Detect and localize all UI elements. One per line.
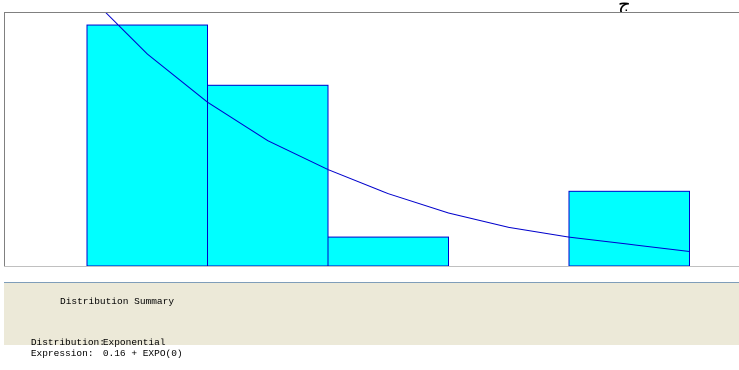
summary-label-expression: Expression: bbox=[30, 348, 94, 359]
fitted-exponential-curve bbox=[105, 13, 690, 252]
summary-label-distribution: Distribution: bbox=[30, 337, 105, 348]
histogram-bar-1 bbox=[86, 24, 208, 266]
summary-value-expression: 0.16 + EXPO(0) bbox=[102, 348, 183, 359]
histogram-bar-5 bbox=[568, 190, 690, 266]
histogram-chart-window bbox=[4, 12, 739, 266]
summary-row-expression: Expression: 0.16 + EXPO(0) bbox=[8, 337, 183, 370]
top-strip: ج bbox=[0, 0, 739, 16]
distribution-summary-panel: Distribution Summary Distribution:Expone… bbox=[4, 282, 739, 359]
summary-value-distribution: Exponential bbox=[102, 337, 166, 348]
summary-row-distribution: Distribution:Exponential bbox=[8, 326, 166, 359]
histogram-bar-3 bbox=[327, 236, 449, 266]
chart-bottom-strip bbox=[4, 266, 739, 282]
summary-title: Distribution Summary bbox=[60, 296, 175, 307]
histogram-bar-2 bbox=[207, 84, 329, 266]
histogram-chart bbox=[86, 13, 690, 266]
